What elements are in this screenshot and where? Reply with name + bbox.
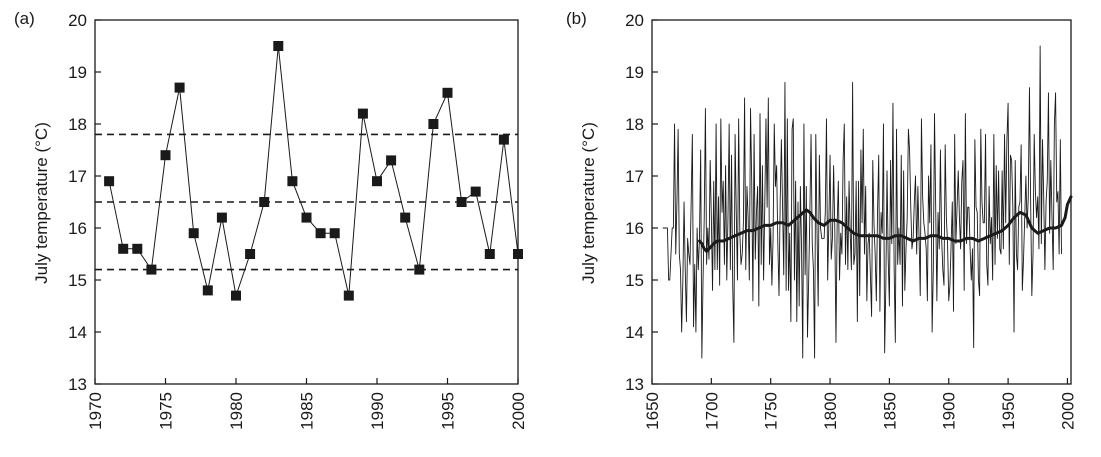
panel-a-data-point [484, 249, 495, 259]
panel-b-y-tick-label: 16 [625, 219, 644, 238]
panel-b-y-tick-label: 14 [625, 323, 644, 342]
panel-a-data-point [188, 228, 199, 239]
panel-a-x-axis-ticks: 1970 1975 1980 1985 1990 1995 2000 [86, 378, 528, 430]
panel-a-data-point [470, 186, 481, 197]
panel-a-data-point [216, 212, 227, 223]
panel-a-data-point [400, 212, 411, 223]
panel-b-temperature-1650-2000: (b) July temperature (°C) 13 14 15 16 17 18 19… [566, 9, 1077, 430]
panel-a-data-point [513, 249, 523, 259]
panel-b-x-tick-label: 1900 [940, 392, 959, 430]
panel-b-x-tick-label: 1800 [821, 392, 840, 430]
panel-b-x-tick-label: 2000 [1058, 392, 1077, 430]
panel-b-y-tick-label: 20 [625, 11, 644, 30]
panel-a-x-tick-label: 2000 [509, 392, 528, 430]
panel-b-x-tick-label: 1950 [999, 392, 1018, 430]
panel-a-y-tick-label: 15 [68, 271, 87, 290]
panel-a-x-tick-label: 1985 [298, 392, 317, 430]
panel-a-data-point [202, 285, 213, 296]
panel-a-data-point [231, 290, 241, 301]
panel-b-x-tick-label: 1700 [702, 392, 721, 430]
panel-a-data-point [372, 176, 382, 187]
panel-a-data-point [245, 249, 256, 259]
panel-a-data-point [132, 243, 143, 254]
panel-a-data-point [442, 87, 453, 98]
panel-a-y-axis-ticks: 13 14 15 16 17 18 19 20 [68, 11, 101, 394]
panel-a-y-tick-label: 18 [68, 115, 87, 134]
panel-a-data-point [273, 41, 284, 51]
panel-a-x-tick-label: 1980 [227, 392, 246, 430]
panel-b-plot-frame [651, 19, 1072, 385]
panel-a-data-point [174, 82, 185, 93]
panel-b-y-tick-label: 18 [625, 115, 644, 134]
panel-a-x-tick-label: 1975 [157, 392, 176, 430]
panel-a-data-point [357, 108, 368, 119]
panel-b-y-tick-label: 15 [625, 271, 644, 290]
panel-a-data-point [343, 290, 354, 301]
panel-a-data-point [160, 150, 171, 161]
panel-a-data-point [259, 197, 270, 207]
panel-b-label: (b) [566, 9, 587, 28]
panel-a-x-tick-label: 1995 [439, 392, 458, 430]
panel-a-data-point [414, 264, 425, 275]
panel-a-ylabel: July temperature (°C) [32, 122, 51, 284]
panel-b-x-tick-label: 1650 [643, 392, 662, 430]
panel-b-x-tick-label: 1750 [762, 392, 781, 430]
panel-b-smoothed-series-line [698, 195, 1073, 253]
panel-b-x-tick-label: 1850 [880, 392, 899, 430]
panel-b-x-axis-ticks: 1650 1700 1750 1800 1850 1900 1950 2000 [643, 378, 1077, 430]
panel-a-data-point [104, 176, 115, 187]
panel-a-label: (a) [14, 9, 35, 28]
panel-b-series [662, 45, 1073, 359]
panel-a-x-tick-label: 1970 [86, 392, 105, 430]
panel-a-y-tick-label: 19 [68, 63, 87, 82]
panel-a-reference-lines [95, 133, 518, 271]
panel-b-ylabel: July temperature (°C) [579, 122, 598, 284]
panel-b-y-tick-label: 19 [625, 63, 644, 82]
panel-a-x-tick-label: 1990 [368, 392, 387, 430]
panel-b-y-tick-label: 13 [625, 375, 644, 394]
panel-a-data-point [301, 212, 312, 223]
panel-a-data-point [428, 119, 439, 129]
panel-b-annual-series-line [662, 45, 1062, 359]
panel-a-y-tick-label: 16 [68, 219, 87, 238]
panel-a-data-point [146, 264, 157, 275]
panel-a-temperature-1970-2000: (a) July temperature (°C) 13 14 15 16 17 18 19… [14, 9, 528, 430]
panel-a-data-point [498, 134, 509, 145]
panel-a-y-tick-label: 17 [68, 167, 87, 186]
panel-a-data-point [329, 228, 340, 239]
panel-a-y-tick-label: 14 [68, 323, 87, 342]
panel-a-data-point [456, 197, 467, 207]
panel-a-data-point [315, 228, 326, 239]
panel-a-line [108, 45, 519, 298]
panel-a-data-point [386, 155, 397, 166]
panel-b-y-tick-label: 17 [625, 167, 644, 186]
panel-a-series [104, 41, 523, 301]
panel-a-y-tick-label: 20 [68, 11, 87, 30]
panel-a-data-point [287, 176, 298, 187]
panel-a-data-point [118, 243, 129, 254]
panel-a-y-tick-label: 13 [68, 375, 87, 394]
panel-b-y-axis-ticks: 13 14 15 16 17 18 19 20 [625, 11, 658, 394]
